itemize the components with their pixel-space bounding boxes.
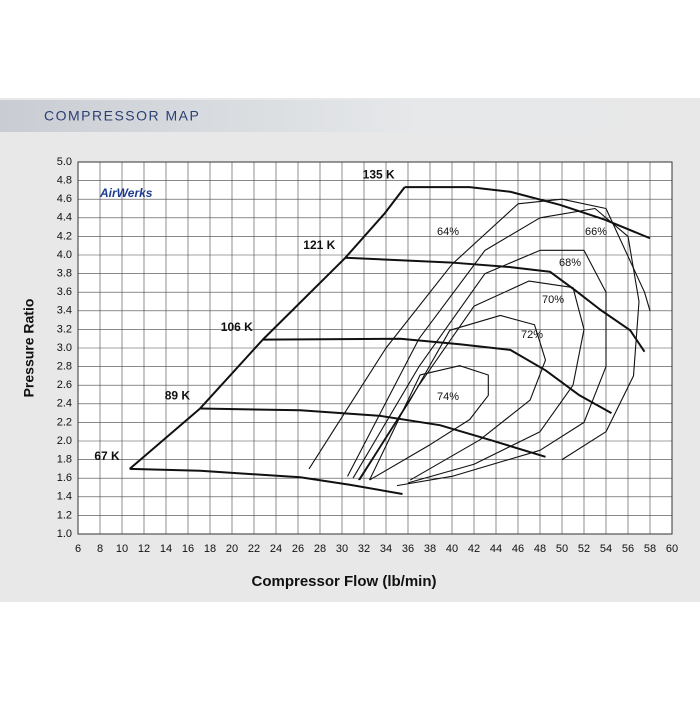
x-tick-label: 60 [666,543,678,555]
efficiency-label: 72% [521,329,543,341]
efficiency-label: 66% [585,226,607,238]
efficiency-label: 64% [437,226,459,238]
x-tick-label: 46 [512,543,524,555]
y-tick-label: 2.2 [57,416,72,428]
x-tick-label: 48 [534,543,546,555]
y-tick-label: 4.4 [57,212,72,224]
x-tick-label: 50 [556,543,568,555]
x-tick-label: 40 [446,543,458,555]
y-tick-label: 3.2 [57,323,72,335]
x-tick-label: 12 [138,543,150,555]
header-bar [0,100,700,132]
x-tick-label: 20 [226,543,238,555]
y-tick-label: 4.8 [57,175,72,187]
speed-label: 67 K [94,449,120,463]
y-tick-label: 3.0 [57,342,72,354]
plot-border [77,161,673,535]
x-tick-label: 22 [248,543,260,555]
x-tick-label: 10 [116,543,128,555]
speed-label: 89 K [165,389,191,403]
x-tick-label: 32 [358,543,370,555]
efficiency-label: 70% [542,294,564,306]
y-tick-label: 2.6 [57,379,72,391]
y-tick-label: 2.4 [57,398,72,410]
y-axis-title: Pressure Ratio [21,299,37,398]
y-tick-label: 4.0 [57,249,72,261]
x-tick-label: 58 [644,543,656,555]
speed-line [129,467,403,495]
x-tick-label: 38 [424,543,436,555]
x-tick-label: 14 [160,543,172,555]
y-tick-label: 4.2 [57,230,72,242]
speed-label: 121 K [303,238,335,252]
x-tick-label: 52 [578,543,590,555]
x-tick-label: 6 [75,543,81,555]
y-tick-label: 4.6 [57,193,72,205]
x-tick-label: 16 [182,543,194,555]
y-tick-label: 2.0 [57,435,72,447]
efficiency-contour [352,249,607,487]
x-tick-label: 42 [468,543,480,555]
efficiency-contour [358,280,585,484]
x-tick-label: 44 [490,543,502,555]
x-tick-label: 56 [622,543,634,555]
chart-title: COMPRESSOR MAP [44,108,200,124]
efficiency-label: 68% [559,257,581,269]
y-tick-label: 1.8 [57,454,72,466]
y-tick-label: 3.6 [57,286,72,298]
x-tick-label: 8 [97,543,103,555]
x-tick-label: 54 [600,543,612,555]
x-tick-label: 28 [314,543,326,555]
y-tick-label: 1.4 [57,491,72,503]
speed-line [345,256,646,353]
x-tick-label: 26 [292,543,304,555]
speed-line [404,186,651,240]
y-tick-label: 3.8 [57,268,72,280]
x-tick-label: 36 [402,543,414,555]
speed-line [262,337,612,414]
efficiency-contour [308,198,651,470]
x-tick-label: 18 [204,543,216,555]
y-tick-label: 1.2 [57,509,72,521]
x-tick-label: 24 [270,543,282,555]
speed-label: 106 K [221,320,253,334]
x-tick-label: 30 [336,543,348,555]
speed-label: 135 K [363,167,395,181]
logo: AirWerks [99,186,153,200]
speed-line [200,407,546,458]
y-tick-label: 1.6 [57,472,72,484]
x-tick-label: 34 [380,543,392,555]
efficiency-label: 74% [437,391,459,403]
surge-line [129,186,406,470]
y-tick-label: 1.0 [57,528,72,540]
x-axis-title: Compressor Flow (lb/min) [251,573,436,590]
efficiency-contour [359,314,547,481]
y-tick-label: 2.8 [57,361,72,373]
y-tick-label: 5.0 [57,156,72,168]
y-tick-label: 3.4 [57,305,72,317]
